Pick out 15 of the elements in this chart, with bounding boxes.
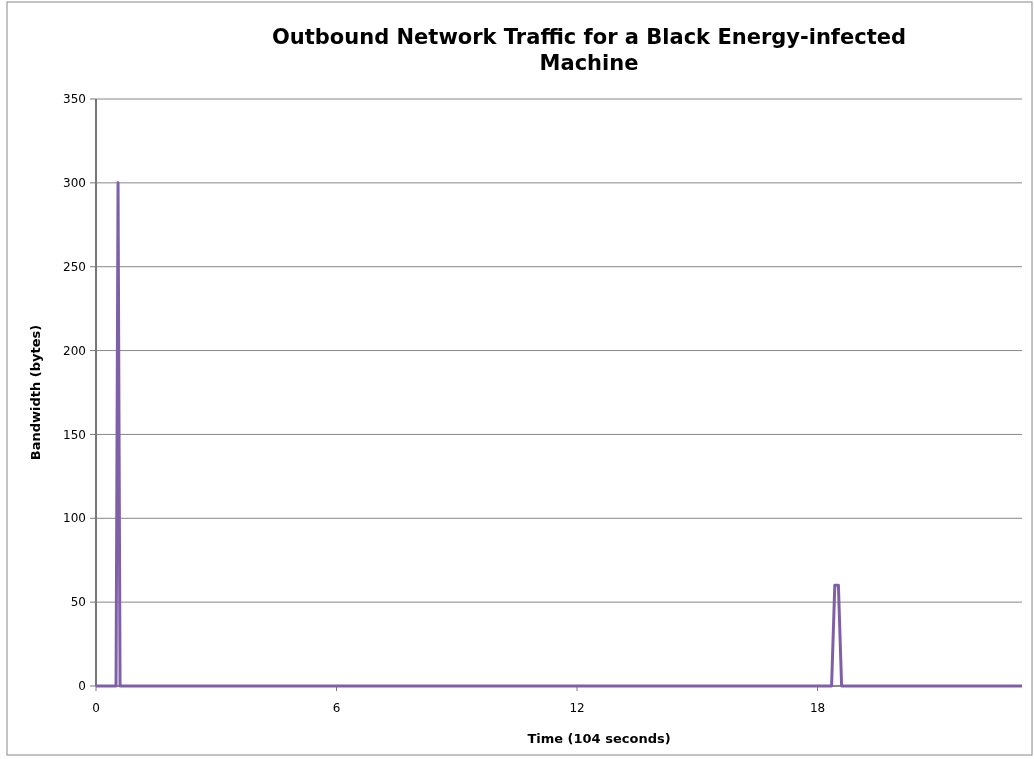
- y-tick-label: 300: [63, 176, 86, 191]
- x-axis-title: Time (104 seconds): [527, 731, 671, 746]
- y-tick-label: 200: [63, 343, 86, 358]
- x-tick-label: 6: [332, 701, 341, 715]
- y-tick-label: 250: [63, 259, 86, 274]
- y-tick-label: 0: [78, 679, 86, 694]
- x-tick-label: 0: [92, 701, 100, 715]
- x-tick-label: 18: [809, 701, 826, 715]
- y-tick-label: 50: [70, 595, 86, 610]
- y-tick-label: 350: [63, 92, 86, 107]
- x-tick-label: 12: [569, 701, 585, 715]
- chart-title: Outbound Network Traffic for a Black Energy-infected Machine: [271, 25, 907, 75]
- y-axis-title: Bandwidth (bytes): [28, 324, 43, 461]
- y-tick-label: 100: [63, 511, 86, 526]
- y-tick-label: 150: [63, 427, 86, 442]
